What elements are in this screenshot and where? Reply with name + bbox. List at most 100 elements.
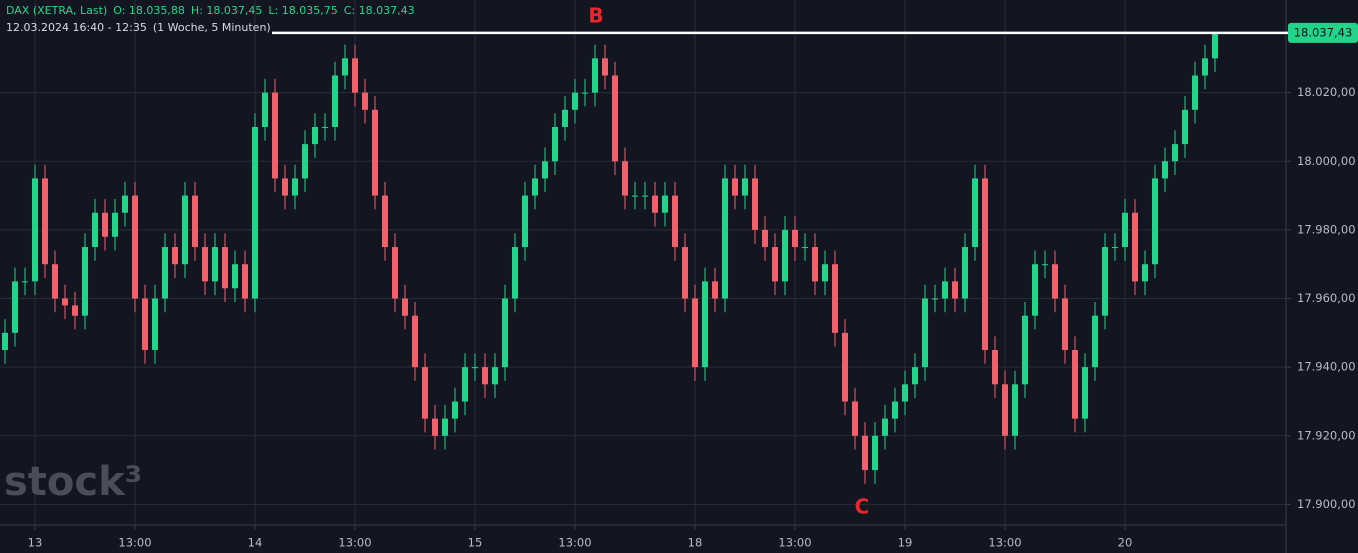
candle-body [802, 247, 808, 249]
candle-body [742, 178, 748, 196]
header-range: 12.03.2024 16:40 - 12:35 (1 Woche, 5 Minu… [6, 21, 277, 34]
candle-body [172, 247, 178, 265]
candle-body [592, 58, 598, 93]
candle-body [1182, 109, 1188, 145]
x-tick-label: 13:00 [988, 536, 1021, 550]
candle-body [902, 384, 908, 402]
candle-body [982, 178, 988, 350]
candle-body [1172, 144, 1178, 162]
candle-body [952, 281, 958, 299]
candle-body [522, 195, 528, 248]
candle-body [52, 264, 58, 299]
candle-body [432, 418, 438, 436]
candle-body [312, 126, 318, 145]
candle-body [1212, 32, 1218, 59]
candle-body [342, 58, 348, 76]
candle-body [532, 178, 538, 196]
candle-body [872, 435, 878, 471]
x-tick-label: 13:00 [338, 536, 371, 550]
candle-body [332, 75, 338, 127]
candle-body [812, 247, 818, 282]
header-ohlc: DAX (XETRA, Last) O: 18.035,88 H: 18.037,4… [6, 4, 421, 17]
candle-body [1032, 264, 1038, 316]
candle-body [1202, 58, 1208, 76]
candle-body [912, 367, 918, 385]
candle-body [1062, 298, 1068, 350]
watermark: stock³ [4, 459, 142, 505]
candle-body [222, 247, 228, 289]
x-tick-label: 15 [468, 536, 483, 550]
candle-body [1102, 247, 1108, 316]
candle-body [1012, 384, 1018, 436]
y-tick-label: 17.980,00 [1297, 222, 1356, 236]
candle-body [652, 195, 658, 213]
candle-body [642, 195, 648, 197]
candle-body [662, 195, 668, 213]
x-tick-label: 13:00 [558, 536, 591, 550]
candle-body [992, 350, 998, 385]
candle-body [202, 247, 208, 282]
y-tick-label: 18.020,00 [1297, 85, 1356, 99]
candle-body [1072, 350, 1078, 419]
candle-body [922, 298, 928, 368]
y-tick-label: 17.940,00 [1297, 360, 1356, 374]
candle-body [702, 281, 708, 368]
y-tick-label: 18.000,00 [1297, 154, 1356, 168]
candle-body [122, 195, 128, 213]
annotation: B [588, 4, 603, 28]
candle-body [562, 109, 568, 127]
candle-body [572, 92, 578, 110]
candle-body [372, 109, 378, 196]
candle-body [852, 401, 858, 436]
candle-body [772, 247, 778, 282]
interval: (1 Woche, 5 Minuten) [152, 21, 271, 34]
x-tick-label: 13:00 [118, 536, 151, 550]
candle-body [292, 178, 298, 196]
candle-body [822, 264, 828, 282]
candle-body [492, 367, 498, 385]
candle-body [842, 332, 848, 402]
candle-body [302, 144, 308, 179]
last-price-box [1288, 22, 1358, 43]
range: 12.03.2024 16:40 - 12:35 [6, 21, 147, 34]
candle-body [152, 298, 158, 350]
candle-body [1052, 264, 1058, 299]
candle-body [1112, 247, 1118, 249]
candle-body [672, 195, 678, 248]
candle-body [232, 264, 238, 289]
candle-body [452, 401, 458, 419]
candle-body [272, 92, 278, 179]
candle-body [962, 247, 968, 299]
low: L: 18.035,75 [268, 4, 338, 17]
candle-body [282, 178, 288, 196]
candle-body [1192, 75, 1198, 110]
candle-body [162, 247, 168, 299]
candle-body [792, 229, 798, 248]
candle-body [892, 401, 898, 419]
candle-body [862, 435, 868, 471]
candle-body [692, 298, 698, 368]
candle-body [752, 178, 758, 230]
candle-body [1042, 264, 1048, 266]
open: O: 18.035,88 [113, 4, 185, 17]
x-tick-label: 14 [248, 536, 263, 550]
candle-body [242, 264, 248, 299]
candle-body [632, 195, 638, 197]
candle-body [1152, 178, 1158, 265]
x-tick-label: 13 [28, 536, 43, 550]
candle-body [472, 367, 478, 369]
candle-body [1132, 212, 1138, 282]
candle-body [732, 178, 738, 196]
candle-body [112, 212, 118, 237]
candle-body [352, 58, 358, 93]
candle-body [212, 247, 218, 282]
candle-body [12, 281, 18, 333]
candle-body [712, 281, 718, 299]
candle-body [932, 298, 938, 300]
candle-body [462, 367, 468, 402]
candle-body [722, 178, 728, 299]
candle-body [422, 367, 428, 419]
candle-body [782, 229, 788, 282]
candle-body [502, 298, 508, 368]
